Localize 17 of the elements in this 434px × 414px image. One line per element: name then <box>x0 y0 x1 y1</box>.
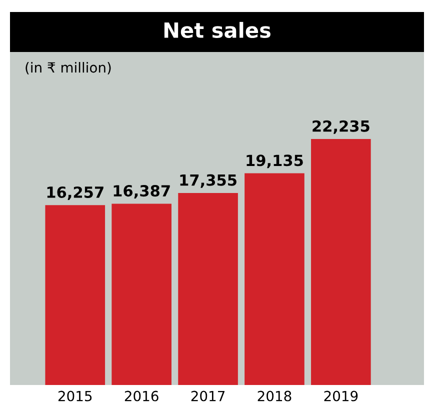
bar <box>244 173 304 385</box>
data-label: 22,235 <box>312 120 370 134</box>
bar <box>311 139 371 385</box>
data-label: 17,355 <box>180 174 236 188</box>
x-tick-label: 2015 <box>58 390 92 402</box>
x-tick-label: 2016 <box>124 390 158 402</box>
x-tick-label: 2018 <box>258 390 292 402</box>
data-label: 16,257 <box>47 186 104 200</box>
chart-title: Net sales <box>164 22 270 38</box>
data-label: 19,135 <box>246 154 303 168</box>
data-label: 16,387 <box>114 185 170 199</box>
bar <box>112 204 172 385</box>
chart-subtitle: (in ₹ million) <box>26 62 111 74</box>
bar <box>178 192 238 385</box>
x-tick-label: 2019 <box>324 390 358 402</box>
x-tick-label: 2017 <box>191 390 225 402</box>
bar <box>45 205 106 385</box>
